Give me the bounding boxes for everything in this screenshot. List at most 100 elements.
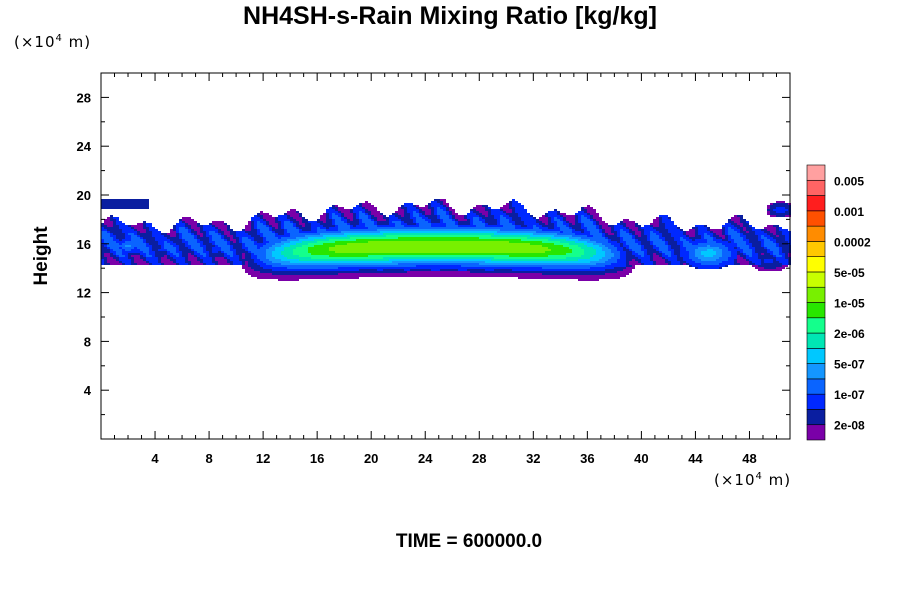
field-cell xyxy=(506,271,509,273)
field-cell xyxy=(284,223,287,225)
field-cell xyxy=(221,237,224,239)
field-cell xyxy=(134,227,137,229)
field-cell xyxy=(452,233,455,235)
field-cell xyxy=(395,241,398,243)
field-cell xyxy=(287,219,290,221)
field-cell xyxy=(578,213,581,215)
field-cell xyxy=(257,265,260,267)
field-cell xyxy=(509,219,512,221)
field-cell xyxy=(560,277,563,279)
field-cell xyxy=(587,211,590,213)
field-cell xyxy=(296,257,299,259)
field-cell xyxy=(572,253,575,255)
field-cell xyxy=(536,265,539,267)
field-cell xyxy=(290,215,293,217)
field-cell xyxy=(311,237,314,239)
field-cell xyxy=(449,271,452,273)
field-cell xyxy=(338,211,341,213)
field-cell xyxy=(125,199,128,201)
field-cell xyxy=(446,205,449,207)
field-cell xyxy=(587,215,590,217)
field-cell xyxy=(182,227,185,229)
field-cell xyxy=(440,261,443,263)
field-cell xyxy=(230,247,233,249)
field-cell xyxy=(335,253,338,255)
field-cell xyxy=(449,275,452,277)
field-cell xyxy=(455,213,458,215)
field-cell xyxy=(107,247,110,249)
field-cell xyxy=(116,203,119,205)
field-cell xyxy=(233,249,236,251)
field-cell xyxy=(284,253,287,255)
field-cell xyxy=(365,201,368,203)
field-cell xyxy=(323,271,326,273)
field-cell xyxy=(245,231,248,233)
field-cell xyxy=(482,261,485,263)
field-cell xyxy=(260,225,263,227)
field-cell xyxy=(413,241,416,243)
field-cell xyxy=(170,241,173,243)
field-cell xyxy=(428,255,431,257)
field-cell xyxy=(200,229,203,231)
field-cell xyxy=(422,267,425,269)
field-cell xyxy=(476,211,479,213)
field-cell xyxy=(275,261,278,263)
field-cell xyxy=(107,233,110,235)
field-cell xyxy=(152,239,155,241)
field-cell xyxy=(470,259,473,261)
field-cell xyxy=(200,227,203,229)
field-cell xyxy=(233,261,236,263)
field-cell xyxy=(440,205,443,207)
field-cell xyxy=(281,263,284,265)
field-cell xyxy=(284,251,287,253)
field-cell xyxy=(143,227,146,229)
field-cell xyxy=(434,237,437,239)
field-cell xyxy=(263,219,266,221)
field-cell xyxy=(455,225,458,227)
field-cell xyxy=(362,223,365,225)
field-cell xyxy=(359,259,362,261)
field-cell xyxy=(494,219,497,221)
field-cell xyxy=(548,211,551,213)
field-cell xyxy=(383,221,386,223)
field-cell xyxy=(509,241,512,243)
field-cell xyxy=(278,271,281,273)
field-cell xyxy=(485,215,488,217)
field-cell xyxy=(428,263,431,265)
field-cell xyxy=(509,201,512,203)
field-cell xyxy=(305,251,308,253)
field-cell xyxy=(308,239,311,241)
field-cell xyxy=(122,227,125,229)
field-cell xyxy=(377,249,380,251)
field-cell xyxy=(329,263,332,265)
field-cell xyxy=(320,219,323,221)
field-cell xyxy=(542,249,545,251)
field-cell xyxy=(224,225,227,227)
field-cell xyxy=(368,241,371,243)
field-cell xyxy=(341,277,344,279)
field-cell xyxy=(440,247,443,249)
field-cell xyxy=(275,221,278,223)
field-cell xyxy=(374,207,377,209)
field-cell xyxy=(449,243,452,245)
field-cell xyxy=(425,235,428,237)
field-cell xyxy=(410,247,413,249)
field-cell xyxy=(113,241,116,243)
field-cell xyxy=(263,263,266,265)
field-cell xyxy=(371,217,374,219)
field-cell xyxy=(404,237,407,239)
field-cell xyxy=(413,215,416,217)
field-cell xyxy=(296,253,299,255)
field-cell xyxy=(473,239,476,241)
field-cell xyxy=(494,269,497,271)
field-cell xyxy=(206,251,209,253)
field-cell xyxy=(308,221,311,223)
field-cell xyxy=(332,261,335,263)
field-cell xyxy=(278,247,281,249)
field-cell xyxy=(404,227,407,229)
field-cell xyxy=(284,231,287,233)
field-cell xyxy=(440,215,443,217)
field-cell xyxy=(104,231,107,233)
field-cell xyxy=(392,219,395,221)
field-cell xyxy=(329,209,332,211)
